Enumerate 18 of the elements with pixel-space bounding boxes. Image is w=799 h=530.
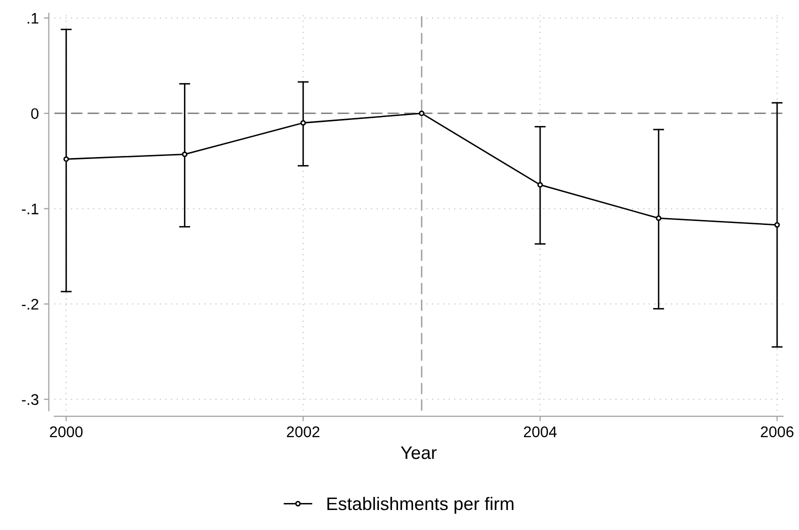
point — [182, 152, 188, 158]
point — [300, 120, 306, 126]
point — [656, 215, 662, 221]
y-tick-label: -.2 — [22, 298, 38, 310]
point — [418, 110, 424, 116]
y-tick-label: .1 — [28, 13, 38, 24]
x-tick-label: 2002 — [286, 426, 320, 438]
point — [774, 222, 780, 228]
x-tick-label: 2006 — [760, 426, 794, 438]
point — [63, 156, 69, 162]
y-tick-label: -.1 — [22, 204, 38, 214]
legend-label: Establishments per firm — [327, 496, 514, 514]
y-tick-label: -.3 — [22, 394, 38, 405]
x-tick-label: 2004 — [524, 426, 557, 438]
x-tick-label: 2000 — [50, 426, 83, 438]
point — [537, 182, 543, 188]
x-axis-title: Year — [400, 446, 437, 460]
y-tick-label: 0 — [31, 108, 38, 120]
